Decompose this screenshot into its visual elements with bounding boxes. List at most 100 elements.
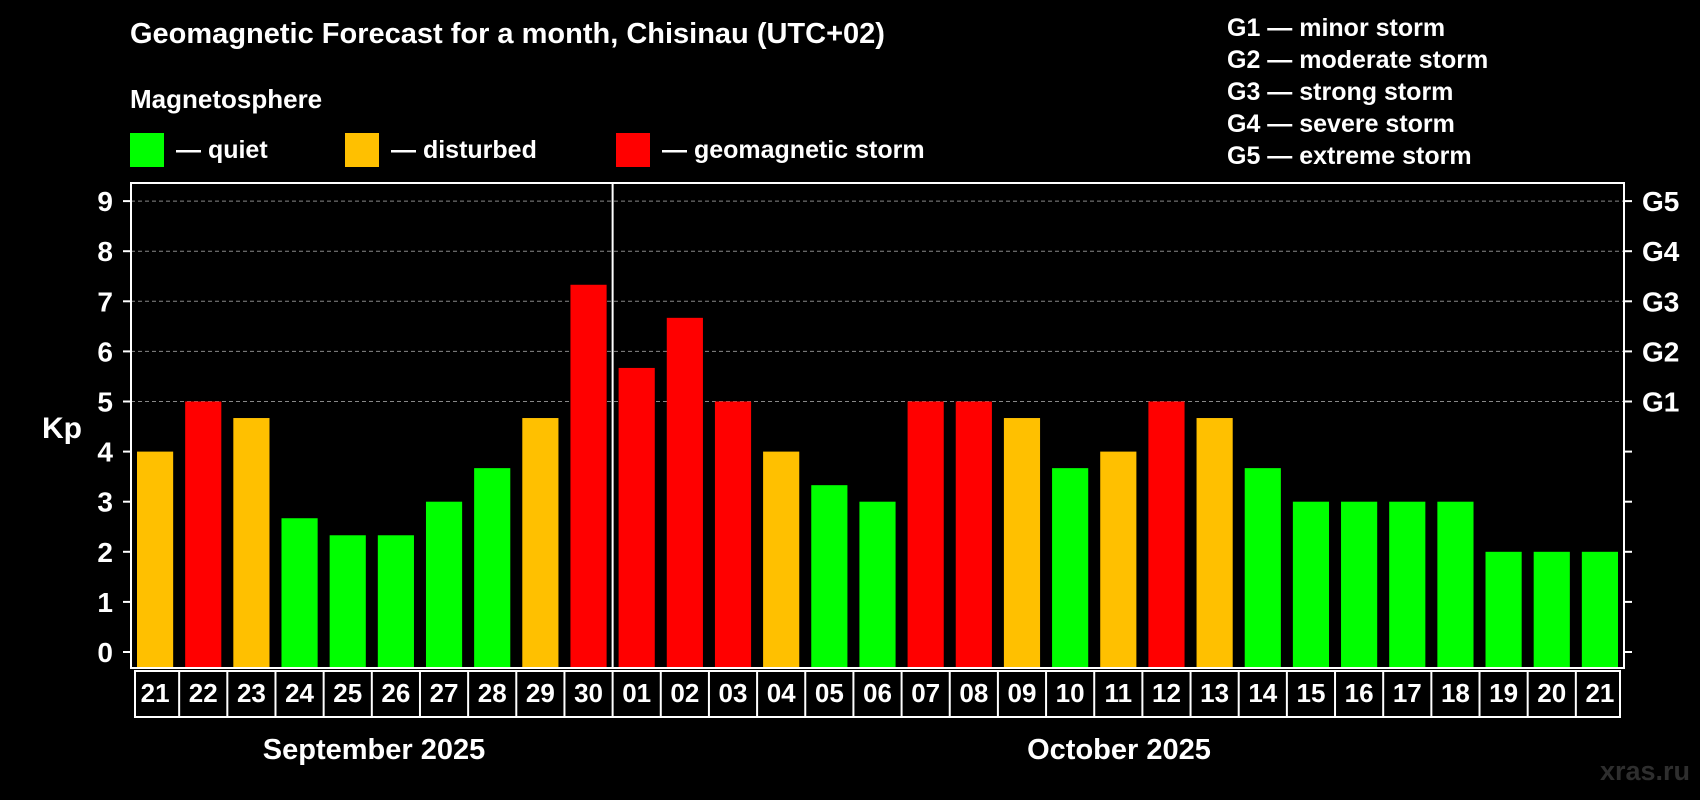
kp-bar: [233, 418, 270, 668]
g-scale-label: G5: [1642, 186, 1679, 217]
storm-scale-g5: G5 — extreme storm: [1227, 142, 1472, 170]
date-label: 02: [670, 678, 699, 708]
date-label: 20: [1537, 678, 1566, 708]
kp-bar: [1533, 551, 1570, 668]
g-scale-label: G1: [1642, 387, 1679, 418]
date-label: 04: [767, 678, 796, 708]
date-label: 28: [478, 678, 507, 708]
kp-bar: [955, 401, 992, 668]
y-tick-label: 9: [97, 186, 113, 217]
kp-bar: [474, 468, 511, 668]
date-label: 07: [911, 678, 940, 708]
y-tick-label: 4: [97, 437, 113, 468]
date-label: 25: [333, 678, 362, 708]
date-label: 16: [1345, 678, 1374, 708]
date-label: 11: [1105, 678, 1133, 708]
date-label: 27: [430, 678, 459, 708]
kp-bar: [618, 367, 655, 668]
storm-scale-g1: G1 — minor storm: [1227, 14, 1446, 42]
date-label: 09: [1008, 678, 1037, 708]
storm-scale-legend: G1 — minor storm G2 — moderate storm G3 …: [1227, 12, 1488, 172]
date-box-frame: [134, 670, 1621, 718]
y-tick-label: 2: [97, 537, 113, 568]
date-label: 21: [1585, 678, 1614, 708]
legend-disturbed-label: — disturbed: [391, 135, 537, 164]
kp-bar: [714, 401, 752, 668]
y-tick-label: 0: [97, 637, 113, 668]
storm-scale-g2: G2 — moderate storm: [1227, 46, 1489, 74]
legend-quiet-label: — quiet: [176, 135, 268, 164]
date-label: 22: [189, 678, 218, 708]
watermark: xras.ru: [1599, 756, 1690, 786]
kp-bar: [666, 317, 703, 668]
plot-frame: [130, 182, 1625, 669]
kp-bar: [763, 451, 800, 668]
kp-bar: [1581, 551, 1618, 668]
kp-bar: [1485, 551, 1522, 668]
date-label: 30: [574, 678, 603, 708]
y-tick-label: 6: [97, 336, 113, 367]
kp-bar: [522, 418, 559, 668]
date-label: 15: [1296, 678, 1325, 708]
y-tick-label: 3: [97, 487, 113, 518]
kp-bar: [1196, 418, 1233, 668]
g-scale-label: G4: [1642, 236, 1680, 267]
kp-bar: [907, 401, 944, 668]
legend-storm: — geomagnetic storm: [616, 133, 925, 167]
date-label: 23: [237, 678, 266, 708]
date-label: 24: [285, 678, 314, 708]
date-label: 05: [815, 678, 844, 708]
kp-bar: [281, 518, 318, 668]
kp-bar: [1148, 401, 1185, 668]
kp-bar: [1437, 501, 1474, 668]
kp-bar: [811, 485, 848, 668]
legend-storm-swatch: [616, 133, 650, 167]
storm-scale-g4: G4 — severe storm: [1227, 110, 1455, 138]
storm-scale-g3: G3 — strong storm: [1227, 78, 1454, 106]
month-label-september: September 2025: [262, 734, 486, 766]
kp-bar: [137, 451, 174, 668]
date-label: 14: [1248, 678, 1277, 708]
kp-bar: [1292, 501, 1330, 668]
kp-bar: [1100, 451, 1137, 668]
date-label: 06: [863, 678, 892, 708]
legend-disturbed: — disturbed: [345, 133, 537, 167]
date-label: 10: [1056, 678, 1085, 708]
kp-bar: [1389, 501, 1426, 668]
kp-bar: [859, 501, 896, 668]
kp-bar: [1052, 468, 1089, 668]
g-scale-label: G2: [1642, 336, 1679, 367]
y-axis-label: Kp: [42, 412, 82, 445]
month-label-october: October 2025: [1027, 734, 1211, 766]
date-label: 17: [1393, 678, 1422, 708]
y-tick-label: 5: [97, 387, 113, 418]
kp-bar: [1341, 501, 1378, 668]
legend-storm-label: — geomagnetic storm: [662, 135, 925, 164]
kp-bar: [425, 501, 463, 668]
kp-bar: [1003, 418, 1041, 668]
chart-title: Geomagnetic Forecast for a month, Chisin…: [130, 18, 885, 50]
date-label: 26: [381, 678, 410, 708]
date-label: 08: [959, 678, 988, 708]
legend-heading: Magnetosphere: [130, 84, 323, 114]
kp-bar: [377, 535, 414, 668]
date-label: 19: [1489, 678, 1518, 708]
date-label: 03: [719, 678, 748, 708]
g-scale-label: G3: [1642, 286, 1679, 317]
legend-disturbed-swatch: [345, 133, 379, 167]
y-tick-label: 7: [97, 286, 113, 317]
y-tick-label: 8: [97, 236, 113, 267]
date-label: 12: [1152, 678, 1181, 708]
date-label: 13: [1200, 678, 1229, 708]
date-label: 29: [526, 678, 555, 708]
date-label: 21: [141, 678, 170, 708]
kp-bar: [185, 401, 222, 668]
kp-bar: [1244, 468, 1281, 668]
legend-quiet: — quiet: [130, 133, 268, 167]
kp-bar: [329, 535, 366, 668]
date-label: 01: [622, 678, 651, 708]
legend-quiet-swatch: [130, 133, 164, 167]
y-tick-label: 1: [97, 587, 113, 618]
date-label: 18: [1441, 678, 1470, 708]
